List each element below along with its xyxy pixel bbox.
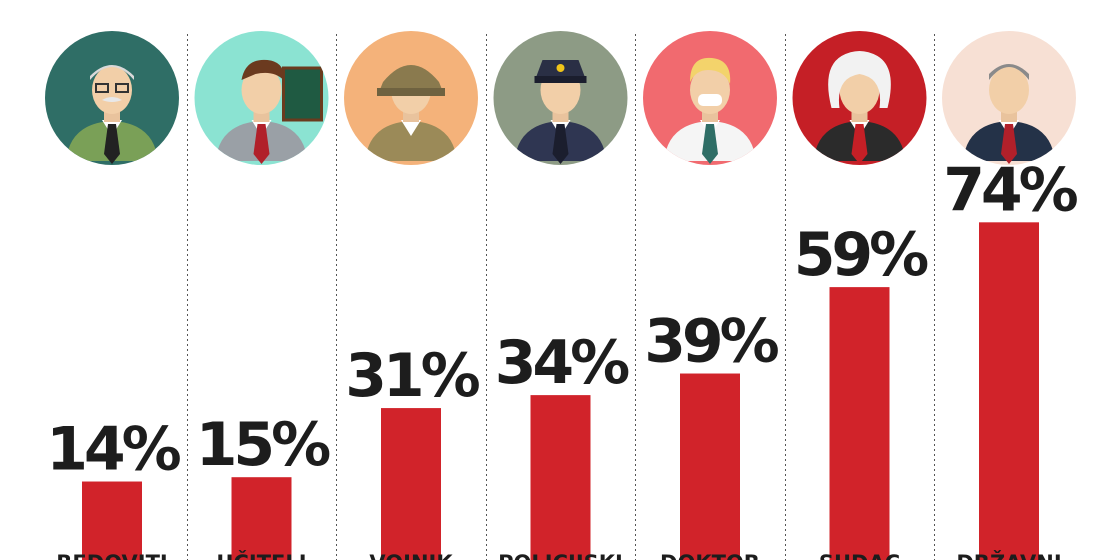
value-labels: 14% 15%31% 34% 39%59%74% (46, 155, 1081, 485)
bar (82, 481, 142, 560)
politician-avatar-icon (942, 31, 1076, 165)
value-label: 59% (794, 220, 928, 290)
category-label: DRŽAVNI (956, 550, 1061, 560)
value-label: 31% (345, 341, 479, 411)
bar (979, 222, 1039, 560)
category-label: VOJNIK (369, 551, 453, 560)
value-label: 74% (943, 155, 1077, 225)
value-label: 39% (644, 307, 778, 377)
doctor-avatar-icon (643, 31, 777, 165)
police-officer-avatar-icon (493, 31, 628, 165)
bar (381, 408, 441, 560)
judge-avatar-icon (792, 31, 927, 165)
category-label: SUDAC (819, 551, 900, 560)
category-label: REDOVITI (56, 551, 167, 560)
category-label: DOKTOR (660, 551, 760, 560)
avatar-icons (45, 31, 1076, 165)
value-label: 14% (46, 415, 180, 485)
category-labels: REDOVITI UČITELJ VOJNIK POLICIJSKI DOKTOR SUD… (56, 550, 1061, 560)
soldier-avatar-icon (344, 31, 478, 165)
bar (530, 395, 591, 560)
category-label: UČITELJ (216, 550, 306, 560)
value-label: 15% (196, 410, 330, 480)
bar (231, 477, 292, 560)
teacher-avatar-icon (194, 31, 329, 165)
professor-avatar-icon (45, 31, 179, 165)
bar (829, 287, 890, 560)
bars (82, 222, 1039, 560)
bar (680, 373, 740, 560)
category-label: POLICIJSKI (498, 551, 623, 560)
value-label: 34% (495, 328, 629, 398)
